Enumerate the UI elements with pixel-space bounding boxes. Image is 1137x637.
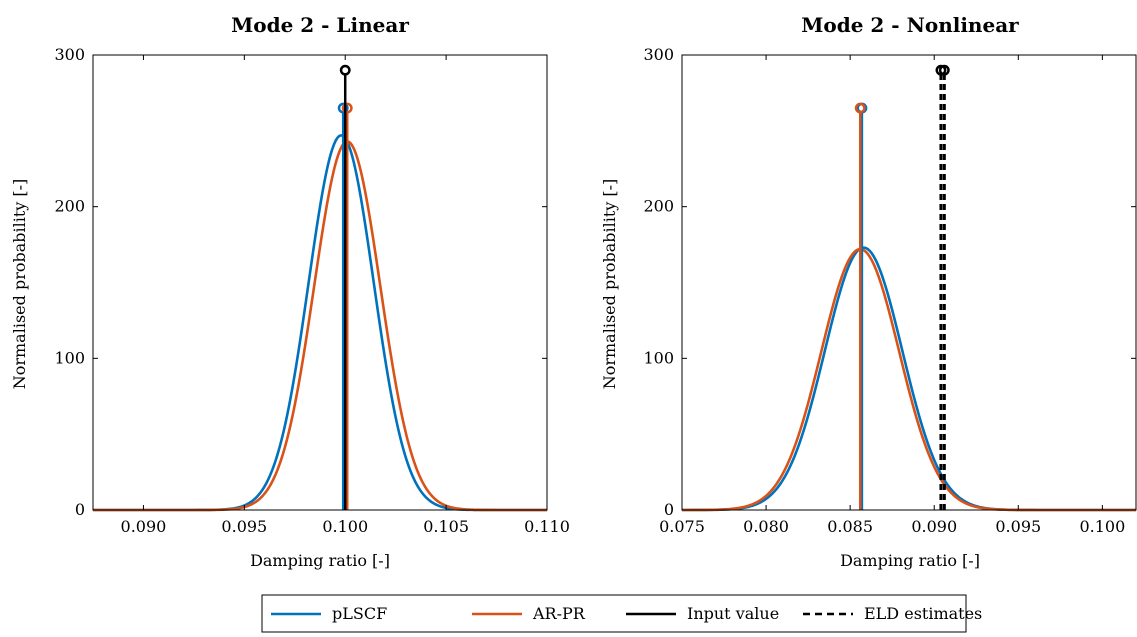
legend: pLSCF AR-PR Input value ELD estimates xyxy=(261,594,982,633)
axes-frame xyxy=(681,54,1137,511)
chart-title: Mode 2 - Nonlinear xyxy=(801,13,1019,37)
legend-box xyxy=(261,594,967,633)
x-tick-label: 0.075 xyxy=(659,517,705,536)
y-tick-label: 300 xyxy=(643,45,674,64)
x-tick-label: 0.080 xyxy=(743,517,789,536)
chart-mode2-linear: Mode 2 - Linear Damping ratio [-] Normal… xyxy=(10,13,570,570)
y-axis-label: Normalised probability [-] xyxy=(10,179,29,390)
y-tick-label: 100 xyxy=(54,348,85,367)
legend-label: pLSCF xyxy=(332,604,387,623)
x-tick-label: 0.100 xyxy=(1079,517,1125,536)
x-tick-label: 0.085 xyxy=(827,517,873,536)
axes-frame xyxy=(92,54,548,511)
y-tick-label: 0 xyxy=(664,500,674,519)
y-tick-label: 200 xyxy=(643,197,674,216)
y-tick-label: 200 xyxy=(54,197,85,216)
plot-area: 0.075 0.080 0.085 0.090 0.095 0.100 0 100 200 300 xyxy=(643,45,1137,536)
y-tick-label: 100 xyxy=(643,348,674,367)
stem-marker-input-value xyxy=(339,64,351,76)
y-tick-label: 300 xyxy=(54,45,85,64)
legend-label: ELD estimates xyxy=(864,604,982,623)
stem-marker-plscf xyxy=(337,102,349,114)
stem-marker-ar-pr xyxy=(341,102,353,114)
x-tick-label: 0.110 xyxy=(524,517,570,536)
x-tick-label: 0.105 xyxy=(423,517,469,536)
y-tick-label: 0 xyxy=(75,500,85,519)
chart-title: Mode 2 - Linear xyxy=(231,13,409,37)
x-axis-label: Damping ratio [-] xyxy=(840,551,980,570)
stem-marker-eld-estimates xyxy=(938,64,950,76)
x-tick-label: 0.095 xyxy=(221,517,267,536)
series-curve-ar-pr xyxy=(93,140,547,512)
x-tick-label: 0.090 xyxy=(121,517,167,536)
chart-mode2-nonlinear: Mode 2 - Nonlinear Damping ratio [-] Nor… xyxy=(600,13,1137,570)
stem-marker-ar-pr xyxy=(854,102,866,114)
x-tick-label: 0.100 xyxy=(322,517,368,536)
x-tick-label: 0.095 xyxy=(995,517,1041,536)
legend-label: Input value xyxy=(687,604,779,623)
x-tick-label: 0.090 xyxy=(911,517,957,536)
x-axis-label: Damping ratio [-] xyxy=(250,551,390,570)
series-curve-plscf xyxy=(681,246,1136,512)
plot-area: 0.090 0.095 0.100 0.105 0.110 0 100 200 300 xyxy=(54,45,569,536)
legend-label: AR-PR xyxy=(532,604,586,623)
y-axis-label: Normalised probability [-] xyxy=(600,179,619,390)
series-curve-plscf xyxy=(93,134,547,512)
